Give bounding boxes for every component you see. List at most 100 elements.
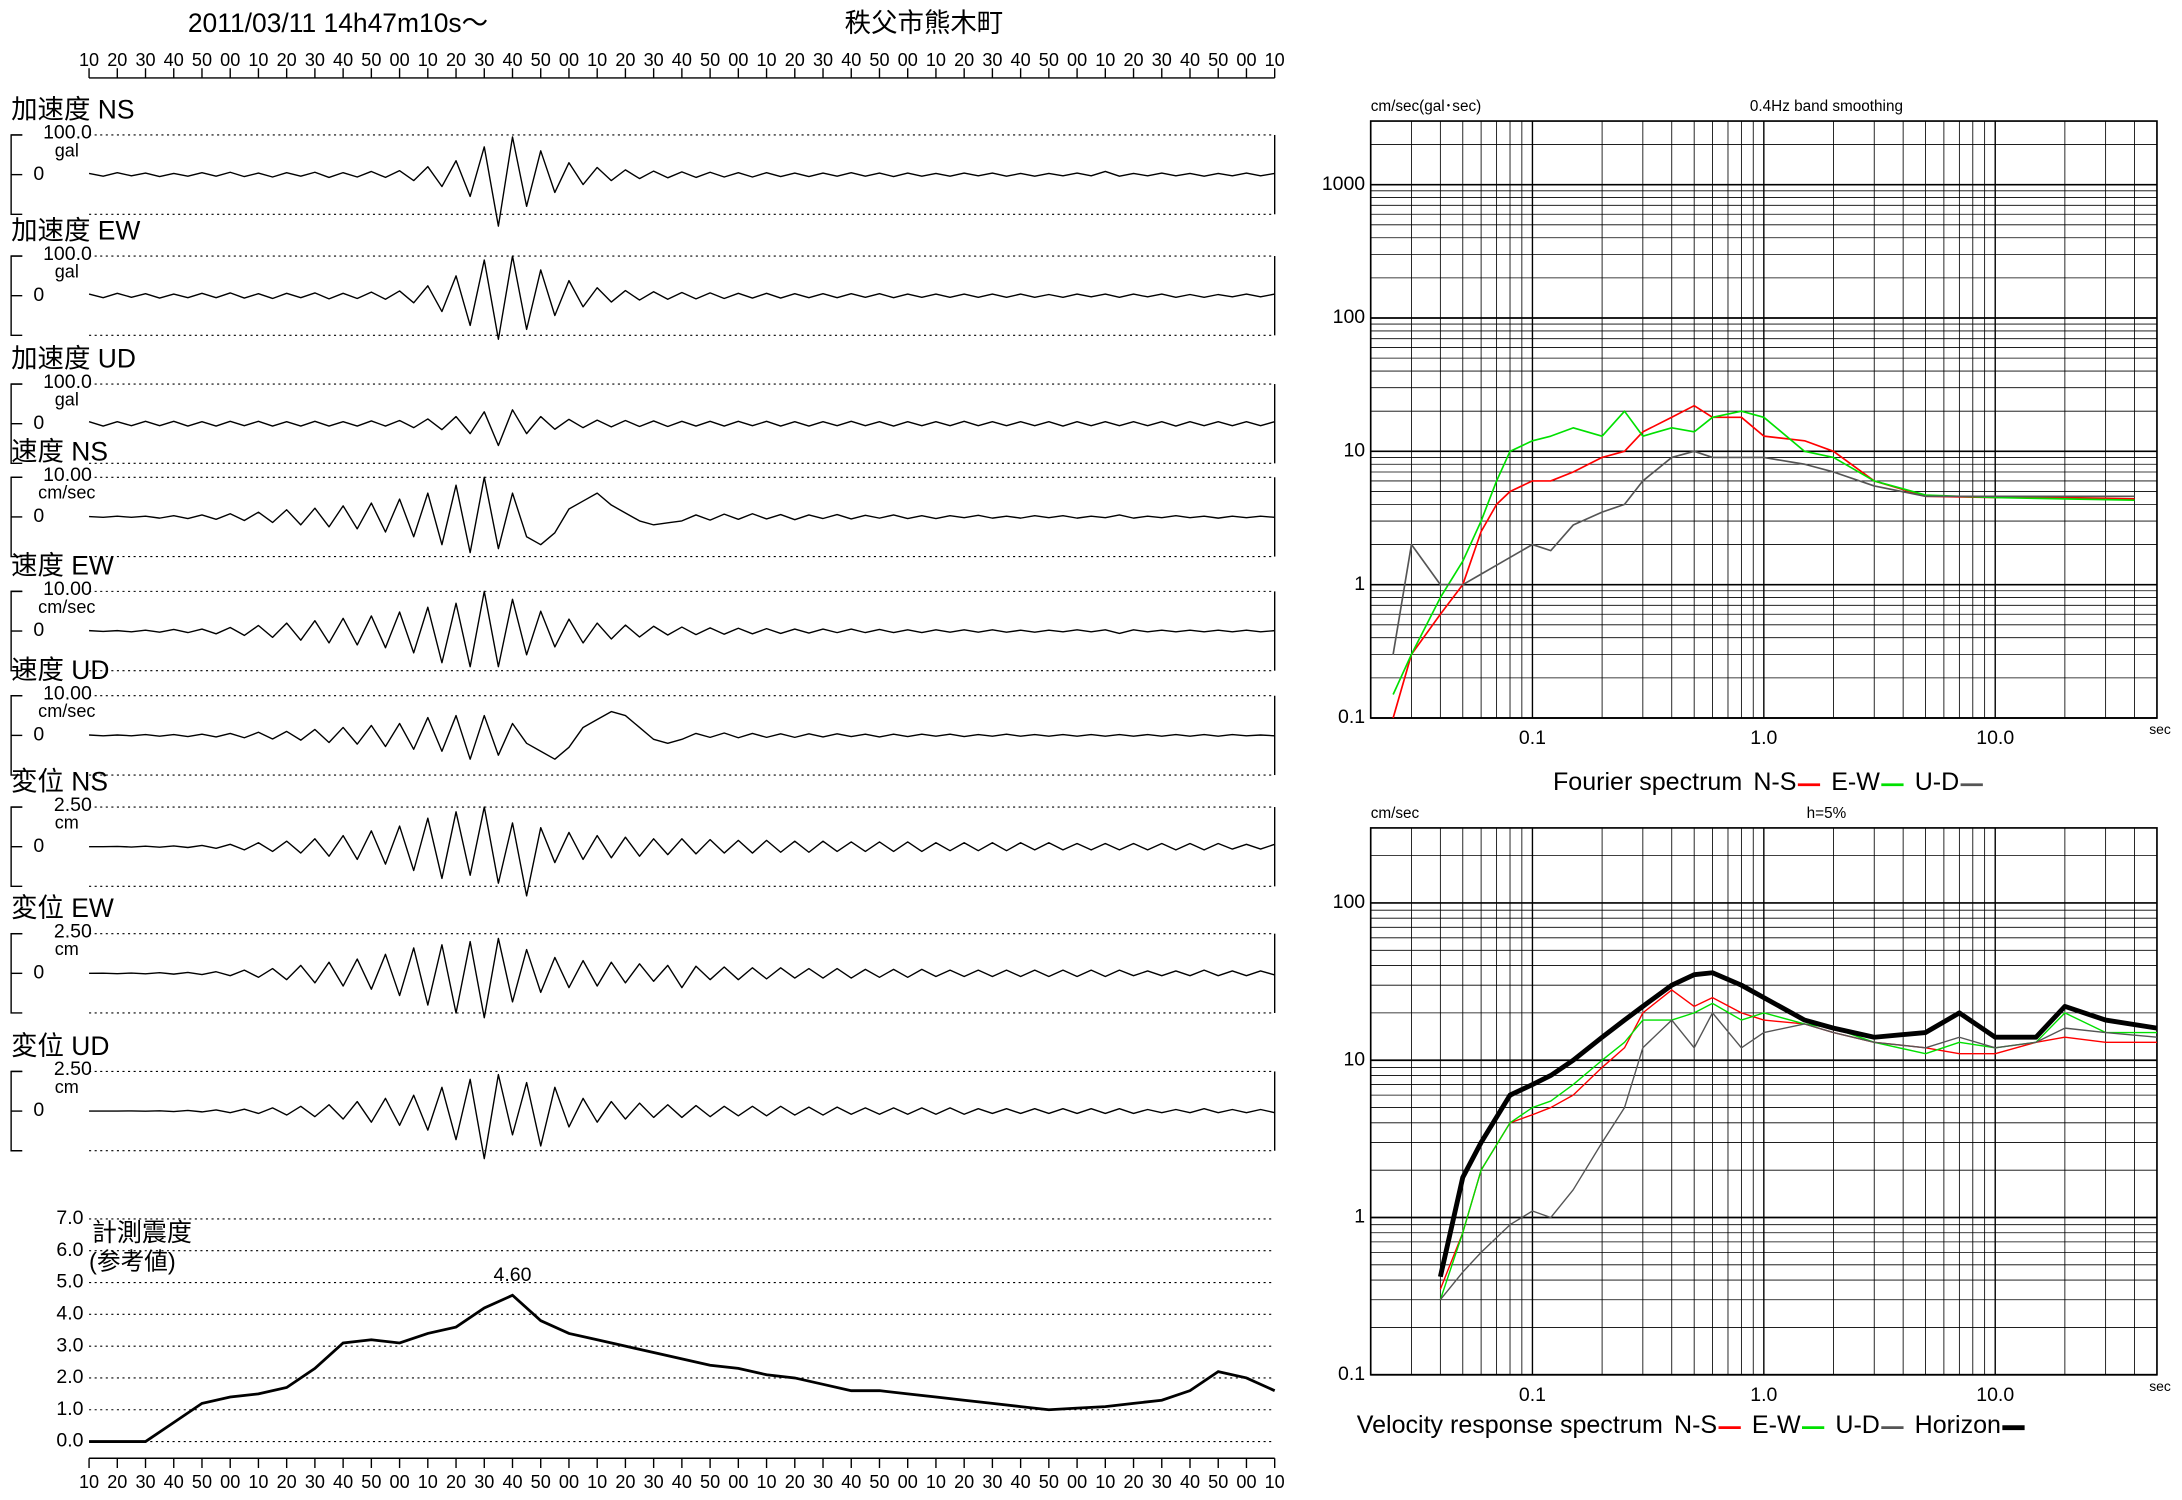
y-tick-label: 3.0 [56, 1334, 83, 1356]
x-tick-label: 10 [926, 1472, 946, 1492]
x-tick-label: 30 [982, 1472, 1002, 1492]
spectrum-line [1439, 1012, 2158, 1301]
time-tick-label: 50 [1039, 50, 1059, 70]
y-tick-label: 2.50 [54, 794, 92, 816]
x-tick-label: 20 [785, 1472, 805, 1492]
legend-label: U-D [1915, 768, 1960, 796]
legend-label: U-D [1835, 1411, 1880, 1439]
x-tick-label: 10 [587, 1472, 607, 1492]
x-tick-label: 10 [248, 1472, 268, 1492]
x-tick-label: 00 [559, 1472, 579, 1492]
legend-label: E-W [1752, 1411, 1801, 1439]
x-tick-label: 50 [531, 1472, 551, 1492]
trace-label: 変位 UD [11, 1031, 109, 1061]
waveform [89, 590, 1275, 668]
spectrum-line [1437, 970, 2158, 1278]
x-tick-label: 30 [135, 1472, 155, 1492]
x-tick-label: 20 [277, 1472, 297, 1492]
x-tick-label: 40 [164, 1472, 184, 1492]
y-tick-label: 1000 [1322, 173, 1365, 195]
time-tick-label: 40 [502, 50, 522, 70]
time-tick-label: 50 [700, 50, 720, 70]
time-tick-label: 20 [446, 50, 466, 70]
x-tick-label: 50 [1208, 1472, 1228, 1492]
spectrum-line [1392, 410, 2135, 695]
y-tick-label: 0.0 [56, 1430, 83, 1452]
x-tick-label: 10 [757, 1472, 777, 1492]
y-tick-label: 1 [1354, 573, 1365, 595]
trace-unit: gal [55, 140, 79, 160]
waveform [88, 136, 1275, 227]
y-tick-label: 10 [1343, 1048, 1365, 1070]
y-axis-label: cm/sec [1371, 805, 1420, 822]
x-tick-label: 10 [418, 1472, 438, 1492]
waveform [89, 937, 1275, 1019]
x-tick-label: 10 [79, 1472, 99, 1492]
x-tick-label: 20 [1123, 1472, 1143, 1492]
trace-unit: cm/sec [38, 701, 95, 721]
time-tick-label: 40 [1011, 50, 1031, 70]
trace-unit: gal [55, 390, 79, 410]
time-tick-label: 00 [728, 50, 748, 70]
x-tick-label: 1.0 [1750, 727, 1777, 749]
time-tick-label: 40 [841, 50, 861, 70]
time-tick-label: 00 [1236, 50, 1256, 70]
waveform [88, 409, 1275, 447]
trace-label: 変位 NS [11, 766, 108, 796]
y-tick-label: 0 [33, 724, 44, 746]
time-tick-label: 10 [1265, 50, 1285, 70]
x-axis-label: sec [2149, 721, 2171, 737]
trace-label: 加速度 UD [11, 343, 136, 373]
annotation: 4.60 [494, 1264, 532, 1286]
chart-title: h=5% [1807, 805, 1847, 822]
x-tick-label: 40 [841, 1472, 861, 1492]
time-tick-label: 20 [277, 50, 297, 70]
time-tick-label: 50 [192, 50, 212, 70]
legend-label: E-W [1831, 768, 1880, 796]
time-tick-label: 40 [164, 50, 184, 70]
x-tick-label: 40 [333, 1472, 353, 1492]
time-tick-label: 30 [1152, 50, 1172, 70]
time-tick-label: 10 [1095, 50, 1115, 70]
y-tick-label: 5.0 [56, 1271, 83, 1293]
time-tick-label: 00 [559, 50, 579, 70]
x-tick-label: 00 [898, 1472, 918, 1492]
legend-title: Velocity response spectrum [1357, 1411, 1663, 1439]
x-tick-label: 20 [446, 1472, 466, 1492]
x-tick-label: 20 [615, 1472, 635, 1492]
trace-label: 加速度 NS [11, 94, 134, 124]
y-tick-label: 100.0 [43, 371, 92, 393]
trace-unit: cm/sec [38, 483, 95, 503]
legend-title: Fourier spectrum [1553, 768, 1742, 796]
chart-title: 計測震度 [92, 1219, 192, 1247]
y-tick-label: 0 [33, 163, 44, 185]
legend-label: Horizon [1915, 1411, 2001, 1439]
time-tick-label: 10 [79, 50, 99, 70]
time-tick-label: 30 [305, 50, 325, 70]
x-tick-label: 20 [954, 1472, 974, 1492]
plot-frame [1369, 827, 2158, 1376]
x-tick-label: 30 [305, 1472, 325, 1492]
x-tick-label: 40 [672, 1472, 692, 1492]
y-tick-label: 4.0 [56, 1302, 83, 1324]
x-tick-label: 30 [813, 1472, 833, 1492]
y-tick-label: 0.1 [1338, 1363, 1365, 1385]
x-tick-label: 10.0 [1976, 727, 2014, 749]
x-tick-label: 30 [644, 1472, 664, 1492]
time-tick-label: 40 [672, 50, 692, 70]
record-datetime: 2011/03/11 14h47m10s〜 [188, 8, 488, 38]
legend-label: N-S [1753, 768, 1796, 796]
y-tick-label: 0 [33, 835, 44, 857]
x-tick-label: 30 [474, 1472, 494, 1492]
time-tick-label: 50 [1208, 50, 1228, 70]
y-tick-label: 1.0 [56, 1398, 83, 1420]
time-tick-label: 30 [813, 50, 833, 70]
trace-label: 加速度 EW [11, 215, 140, 245]
waveform [89, 710, 1275, 760]
time-tick-label: 50 [531, 50, 551, 70]
time-tick-label: 20 [1123, 50, 1143, 70]
x-tick-label: 20 [107, 1472, 127, 1492]
x-tick-label: 10 [1095, 1472, 1115, 1492]
waveform [89, 806, 1275, 897]
